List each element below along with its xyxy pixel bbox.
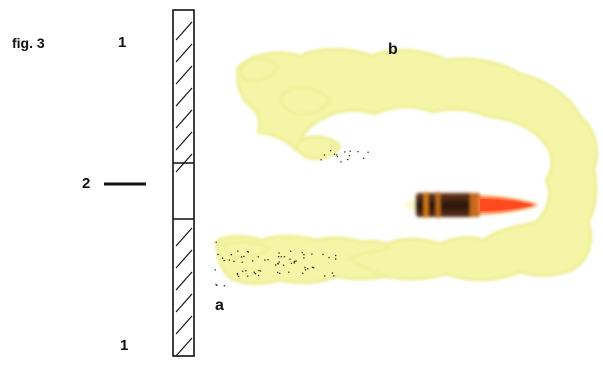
lower-cloud xyxy=(215,234,393,286)
hatched-wall xyxy=(172,9,195,357)
label-b: b xyxy=(388,41,398,58)
figure-title: fig. 3 xyxy=(12,35,45,51)
bullet-icon xyxy=(404,192,538,218)
label-1-bottom: 1 xyxy=(120,337,129,354)
label-2: 2 xyxy=(82,175,91,192)
label-1-top: 1 xyxy=(118,34,127,51)
label-a: a xyxy=(215,297,224,314)
debris-speckles xyxy=(214,150,369,287)
